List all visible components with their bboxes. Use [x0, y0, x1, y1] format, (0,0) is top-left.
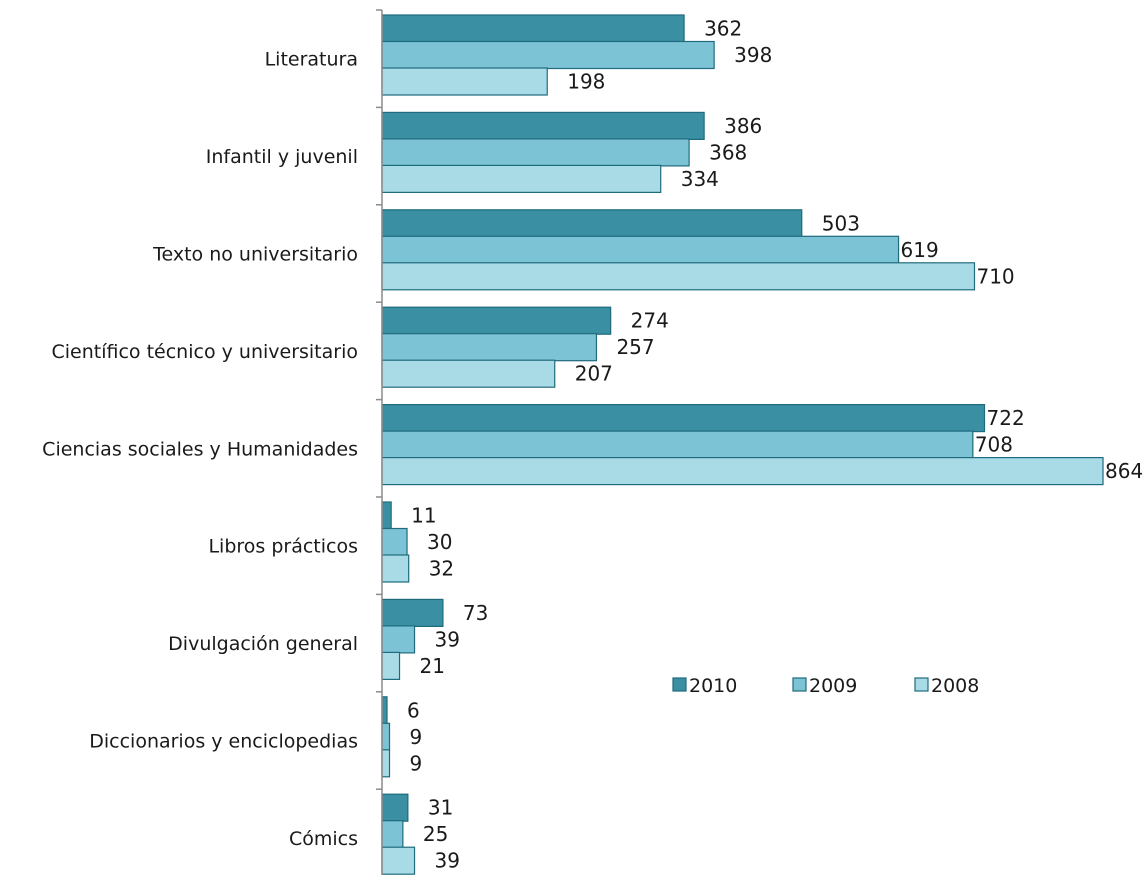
legend: 2010 2009 2008 — [672, 675, 979, 697]
bar-2010 — [381, 306, 612, 335]
data-label: 708 — [975, 433, 1013, 457]
data-label: 257 — [616, 335, 654, 359]
data-label: 386 — [724, 114, 762, 138]
bar-2009 — [381, 40, 715, 70]
bar-2009 — [381, 333, 598, 362]
data-label: 368 — [709, 140, 747, 164]
bar-2010 — [381, 14, 685, 43]
bar-2009 — [381, 820, 404, 849]
legend-swatch-2010 — [672, 677, 687, 692]
bar-2008 — [381, 67, 548, 96]
data-label: 398 — [734, 43, 772, 67]
data-label: 9 — [410, 725, 423, 749]
data-label: 274 — [631, 309, 669, 333]
y-axis — [376, 9, 383, 875]
legend-label: 2008 — [931, 675, 979, 697]
bar-2009 — [381, 722, 391, 751]
bar-2010 — [381, 696, 388, 725]
category-label: Cómics — [289, 828, 358, 850]
category-labels-layer: Literatura Infantil y juvenil Texto no uni… — [42, 49, 358, 850]
data-label: 864 — [1105, 459, 1143, 483]
bar-2010 — [381, 501, 392, 530]
bar-2009 — [381, 430, 974, 459]
bar-2008 — [381, 262, 976, 291]
bar-2010 — [381, 111, 705, 141]
data-label: 722 — [987, 406, 1025, 430]
category-label: Infantil y juvenil — [206, 146, 358, 168]
bar-2008 — [381, 846, 416, 875]
data-label: 73 — [463, 601, 488, 625]
category-label: Texto no universitario — [152, 244, 358, 266]
bar-2010 — [381, 793, 409, 822]
data-label: 11 — [411, 504, 436, 528]
data-label: 21 — [420, 654, 445, 678]
category-label: Divulgación general — [168, 633, 358, 655]
category-label: Libros prácticos — [208, 536, 358, 558]
data-label: 207 — [575, 362, 613, 386]
bar-2009 — [381, 235, 900, 264]
data-label: 30 — [427, 530, 452, 554]
bar-2010 — [381, 404, 986, 433]
bars-layer — [381, 14, 1104, 875]
data-label: 25 — [423, 822, 448, 846]
legend-label: 2010 — [689, 675, 737, 697]
data-label: 6 — [407, 698, 420, 722]
bar-2010 — [381, 598, 444, 628]
bar-2009 — [381, 138, 690, 167]
data-label: 39 — [435, 849, 460, 873]
bar-2008 — [381, 457, 1104, 486]
data-label: 39 — [435, 627, 460, 651]
category-label: Literatura — [265, 49, 358, 71]
bar-2008 — [381, 554, 410, 583]
category-label: Ciencias sociales y Humanidades — [42, 438, 358, 460]
bar-2008 — [381, 749, 391, 778]
data-label: 710 — [976, 264, 1014, 288]
legend-swatch-2009 — [792, 677, 807, 692]
data-label: 503 — [822, 211, 860, 235]
bar-2008 — [381, 359, 556, 388]
data-label: 9 — [410, 751, 423, 775]
bar-2009 — [381, 625, 416, 654]
legend-label: 2009 — [809, 675, 857, 697]
bar-2008 — [381, 651, 401, 681]
data-label: 334 — [681, 167, 719, 191]
data-label: 619 — [901, 238, 939, 262]
data-label: 198 — [567, 70, 605, 94]
category-label: Científico técnico y universitario — [52, 341, 358, 363]
data-label: 31 — [428, 796, 453, 820]
bar-2010 — [381, 209, 803, 238]
category-label: Diccionarios y enciclopedias — [89, 731, 358, 753]
legend-swatch-2008 — [914, 677, 929, 692]
bar-2009 — [381, 527, 408, 557]
data-label: 32 — [429, 557, 454, 581]
bar-2008 — [381, 164, 662, 193]
data-label: 362 — [704, 17, 742, 41]
